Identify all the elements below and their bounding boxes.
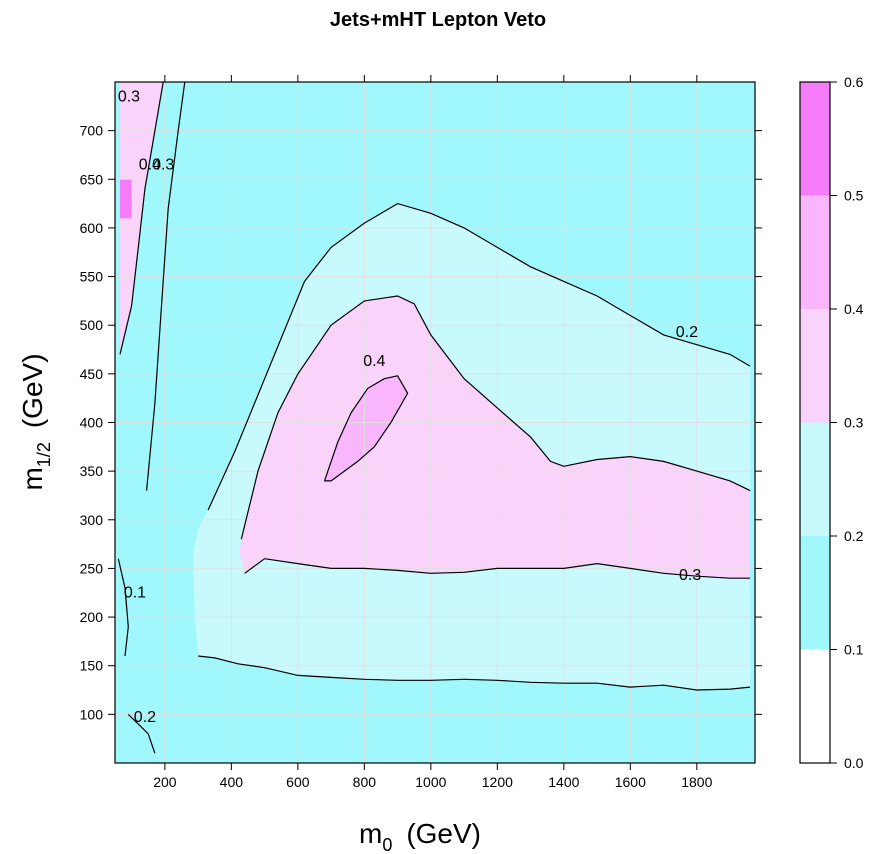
region-level-0_4-2 bbox=[324, 375, 408, 481]
contour-label-2: 0.3 bbox=[679, 567, 701, 584]
svg-text:m1/2(GeV): m1/2 (GeV) bbox=[17, 353, 54, 490]
x-tick-label-8: 1800 bbox=[681, 774, 712, 790]
y-tick-label-5: 350 bbox=[80, 463, 104, 479]
colorbar-band-1 bbox=[800, 536, 830, 650]
svg-text:m0(GeV): m0 (GeV) bbox=[359, 818, 481, 854]
x-tick-label-7: 1600 bbox=[615, 774, 646, 790]
colorbar-tick-label-1: 0.1 bbox=[844, 642, 864, 658]
contour-line-7 bbox=[117, 558, 129, 657]
contour-label-3: 0.1 bbox=[124, 585, 146, 602]
x-axis-unit: (GeV) bbox=[406, 818, 481, 849]
y-tick-label-0: 100 bbox=[80, 706, 104, 722]
y-axis-unit: (GeV) bbox=[17, 353, 48, 428]
y-axis-subscript: 1/2 bbox=[34, 442, 54, 467]
colorbar-tick-label-4: 0.4 bbox=[844, 301, 864, 317]
contour-label-1: 0.4 bbox=[363, 353, 385, 370]
region-level-0_3-1 bbox=[239, 296, 750, 579]
contour-label-5: 0.4 bbox=[139, 157, 161, 174]
colorbar-band-2 bbox=[800, 422, 830, 536]
x-tick-label-2: 600 bbox=[286, 774, 310, 790]
x-tick-label-4: 1000 bbox=[415, 774, 446, 790]
y-tick-label-8: 500 bbox=[80, 317, 104, 333]
y-tick-label-1: 150 bbox=[80, 658, 104, 674]
contour-line-8 bbox=[127, 713, 156, 754]
x-tick-label-5: 1200 bbox=[482, 774, 513, 790]
colorbar-tick-label-3: 0.3 bbox=[844, 415, 864, 431]
contour-label-4: 0.2 bbox=[134, 709, 156, 726]
y-tick-label-4: 300 bbox=[80, 512, 104, 528]
y-tick-label-2: 200 bbox=[80, 609, 104, 625]
x-tick-label-6: 1400 bbox=[548, 774, 579, 790]
x-tick-label-1: 400 bbox=[220, 774, 244, 790]
contour-label-0: 0.2 bbox=[676, 324, 698, 341]
contour-line-6 bbox=[146, 82, 186, 491]
x-axis-title: m0 (GeV) bbox=[359, 818, 481, 854]
plot-inner: 0.20.40.30.10.20.40.30.3 bbox=[115, 82, 755, 763]
colorbar-band-4 bbox=[800, 195, 830, 309]
contour-line-3 bbox=[244, 558, 750, 579]
colorbar-band-0 bbox=[800, 649, 830, 763]
y-tick-label-10: 600 bbox=[80, 220, 104, 236]
y-tick-label-9: 550 bbox=[80, 269, 104, 285]
y-axis-title: m1/2 (GeV) bbox=[17, 353, 54, 490]
contour-label-6: 0.3 bbox=[152, 157, 174, 174]
y-tick-label-6: 400 bbox=[80, 415, 104, 431]
x-tick-label-0: 200 bbox=[153, 774, 177, 790]
y-tick-label-3: 250 bbox=[80, 560, 104, 576]
axes: 200 400 600 800 1000 1200 1400 1600 1800 100 150 20… bbox=[80, 75, 762, 790]
contour-line-5 bbox=[119, 82, 164, 355]
colorbar: 0.0 0.1 0.2 0.3 0.4 0.5 0.6 bbox=[799, 74, 864, 771]
colorbar-tick-label-6: 0.6 bbox=[844, 74, 864, 90]
x-tick-label-3: 800 bbox=[353, 774, 377, 790]
y-tick-label-12: 700 bbox=[80, 123, 104, 139]
plot-area: 0.20.40.30.10.20.40.30.3 bbox=[115, 82, 755, 763]
region-level-0_3-3 bbox=[120, 82, 164, 355]
contour-line-2 bbox=[240, 295, 751, 540]
contour-line-1 bbox=[198, 655, 751, 691]
y-tick-label-7: 450 bbox=[80, 366, 104, 382]
contour-line-4 bbox=[323, 375, 409, 482]
y-axis-var: m bbox=[17, 467, 48, 490]
colorbar-tick-label-5: 0.5 bbox=[844, 188, 864, 204]
x-axis-subscript: 0 bbox=[382, 835, 392, 854]
chart-title: Jets+mHT Lepton Veto bbox=[330, 9, 546, 31]
colorbar-tick-label-0: 0.0 bbox=[844, 755, 864, 771]
colorbar-tick-label-2: 0.2 bbox=[844, 528, 864, 544]
chart-title-group: Jets+mHT Lepton Veto bbox=[330, 9, 546, 31]
y-tick-label-11: 650 bbox=[80, 171, 104, 187]
contour-line-0 bbox=[207, 202, 751, 511]
x-axis-var: m bbox=[359, 818, 382, 849]
colorbar-band-5 bbox=[800, 82, 830, 196]
region-level-0_5-4 bbox=[120, 179, 132, 219]
colorbar-band-3 bbox=[800, 309, 830, 423]
contour-label-7: 0.3 bbox=[118, 88, 140, 105]
